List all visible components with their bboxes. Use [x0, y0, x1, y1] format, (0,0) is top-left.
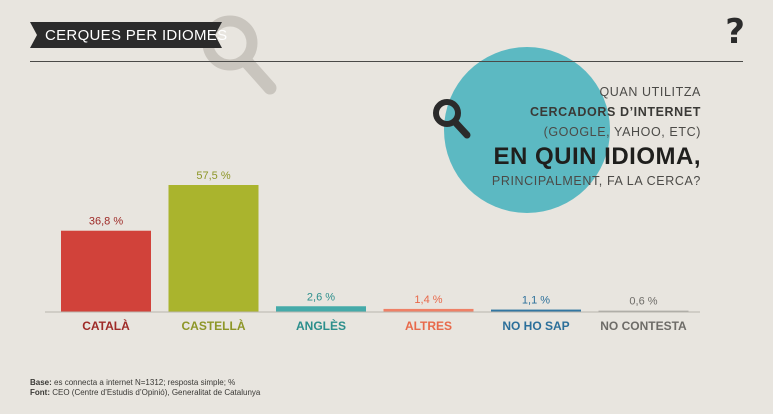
bar-catala [61, 230, 151, 312]
question-line-4: EN QUIN IDIOMA, [493, 143, 701, 170]
category-label-catala: CATALÀ [82, 318, 130, 333]
category-label-altres: ALTRES [405, 319, 452, 333]
value-label-catala: 36,8 % [89, 216, 123, 228]
value-label-no-ho-sap: 1,1 % [522, 295, 550, 307]
bar-altres [383, 308, 474, 312]
footer-base-text: es connecta a internet N=1312; resposta … [54, 378, 236, 387]
bar-angles [276, 306, 366, 312]
question-line-1: QUAN UTILITZA [599, 85, 701, 99]
footer-notes: Base: es connecta a internet N=1312; res… [30, 378, 260, 398]
footer-base: Base: es connecta a internet N=1312; res… [30, 378, 260, 388]
question-line-3: (GOOGLE, YAHOO, ETC) [543, 125, 701, 139]
category-label-no-contesta: NO CONTESTA [600, 319, 687, 333]
footer-source-text: CEO (Centre d’Estudis d’Opinió), General… [52, 388, 261, 397]
category-label-angles: ANGLÈS [296, 318, 346, 333]
value-label-no-contesta: 0,6 % [629, 296, 657, 308]
question-text: QUAN UTILITZA CERCADORS D’INTERNET (GOOG… [361, 82, 701, 190]
footer-base-label: Base: [30, 378, 52, 387]
bar-no-ho-sap [491, 309, 581, 312]
header-divider [30, 61, 743, 62]
question-circle [444, 47, 610, 213]
category-label-no-ho-sap: NO HO SAP [502, 319, 569, 333]
question-line-2: CERCADORS D’INTERNET [529, 105, 701, 119]
footer-source: Font: CEO (Centre d’Estudis d’Opinió), G… [30, 388, 260, 398]
category-label-castella: CASTELLÀ [182, 318, 246, 333]
bar-no-contesta [598, 310, 689, 312]
help-icon[interactable]: ? [725, 12, 745, 52]
value-label-angles: 2,6 % [307, 291, 335, 303]
footer-source-label: Font: [30, 388, 50, 397]
value-label-altres: 1,4 % [414, 294, 442, 306]
question-line-5: PRINCIPALMENT, FA LA CERCA? [491, 174, 701, 188]
search-icon [433, 99, 471, 139]
value-label-castella: 57,5 % [196, 170, 230, 182]
page-title: CERQUES PER IDIOMES [45, 27, 228, 44]
bar-castella [168, 185, 259, 312]
title-banner [30, 22, 222, 48]
